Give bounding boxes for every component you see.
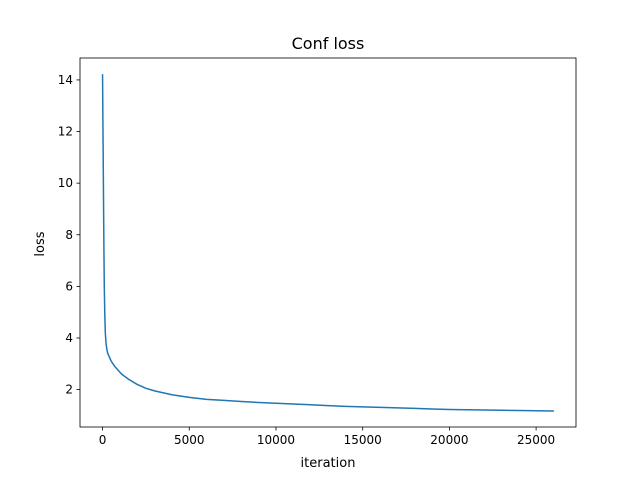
x-tick-label: 25000 [517,433,555,447]
x-tick-label: 20000 [430,433,468,447]
y-tick-label: 6 [65,279,73,293]
y-tick-label: 4 [65,331,73,345]
y-tick-label: 2 [65,383,73,397]
x-tick-label: 15000 [344,433,382,447]
y-tick-label: 10 [58,176,73,190]
y-tick-label: 12 [58,125,73,139]
plot-area: 0 5000 10000 15000 20000 25000 2 4 6 8 10 12 14 [58,57,577,447]
y-axis-label: loss [33,231,48,256]
x-tick-label: 10000 [257,433,295,447]
chart-title: Conf loss [292,34,365,53]
x-axis-label: iteration [301,456,356,471]
x-tick-label: 5000 [174,433,205,447]
x-tick-label: 0 [99,433,107,447]
series-line-0 [101,74,555,412]
y-tick-label: 8 [65,228,73,242]
axes-frame [79,57,577,428]
y-tick-label: 14 [58,73,73,87]
